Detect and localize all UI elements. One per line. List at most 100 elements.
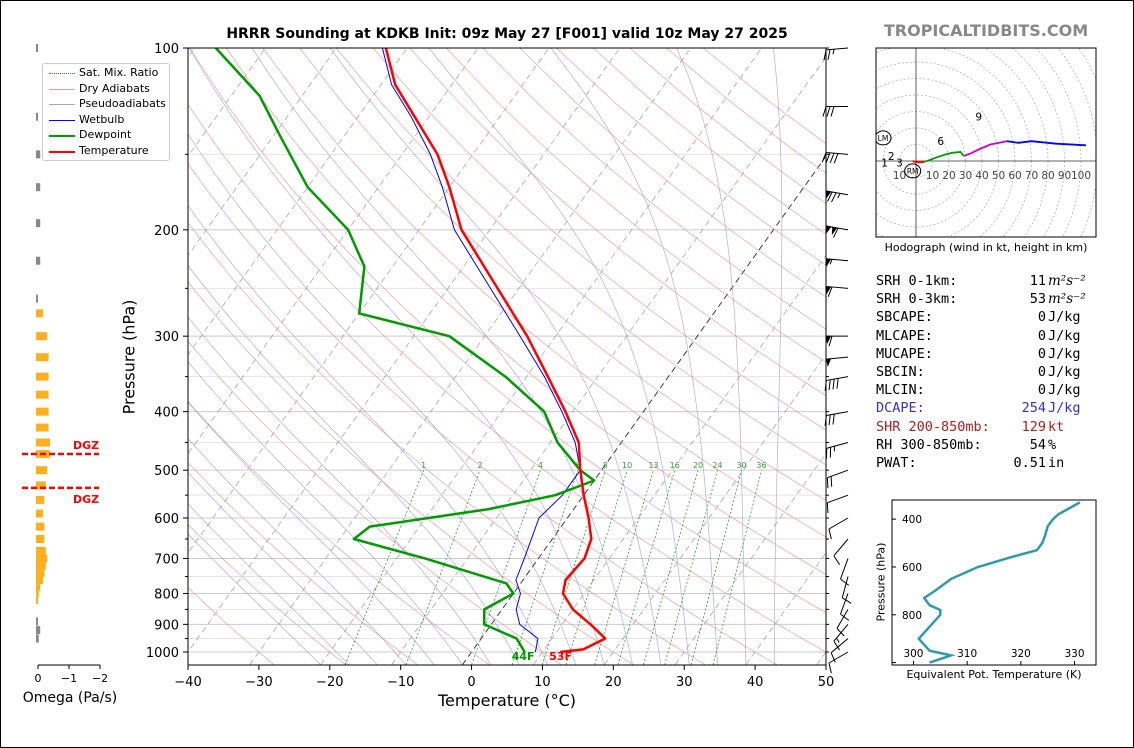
ept-x-tick-label: 320 [1011, 648, 1031, 660]
wind-barb [821, 151, 849, 164]
zero-isotherm [462, 155, 826, 665]
moist-adiabat [329, 48, 662, 665]
omega-bar [36, 423, 49, 432]
barb-full [828, 379, 831, 391]
mixing-ratio-line [471, 470, 541, 665]
stat-label: PWAT: [876, 454, 917, 471]
barb-pennant [826, 258, 832, 267]
omega-bar [36, 294, 38, 303]
isotherm [188, 48, 266, 157]
barb-full [832, 378, 835, 390]
barb-full [828, 528, 832, 540]
stat-row: MUCAPE: 0 J/kg [876, 345, 1106, 363]
barb-full [833, 227, 839, 238]
hodo-height-label: 6 [937, 136, 944, 148]
omega-bar [36, 481, 46, 490]
y-tick-label: 200 [154, 224, 179, 239]
barb-staff [830, 638, 849, 654]
omega-bar [36, 595, 38, 604]
hodo-segment [1006, 140, 1087, 147]
wind-barb [841, 576, 852, 604]
mixing-ratio-line [712, 470, 762, 665]
moist-adiabat [188, 533, 321, 665]
stat-value: 11 [1029, 273, 1046, 289]
barb-full [825, 152, 831, 163]
dgz-label: DGZ [73, 439, 99, 452]
x-tick-label: −30 [245, 675, 272, 690]
barb-staff [841, 576, 849, 598]
mixing-ratio-label: 1 [421, 461, 426, 470]
dry-adiabat [189, 48, 826, 614]
barb-full [827, 191, 833, 202]
barb-full [831, 192, 837, 203]
hodo-frame [875, 47, 1097, 238]
moist-adiabat [773, 48, 783, 665]
wind-barb [840, 593, 850, 621]
mixing-ratio-label: 13 [648, 461, 658, 470]
mixing-ratio-label: 36 [756, 461, 766, 470]
omega-bar [36, 407, 49, 416]
mixing-ratio-line [405, 470, 481, 665]
ept-frame [891, 499, 1097, 666]
x-tick-label: −10 [387, 675, 414, 690]
barb-full [826, 106, 831, 117]
barb-pennant [825, 226, 832, 235]
barb-staff [826, 285, 849, 289]
wind-barb [826, 469, 849, 489]
hodo-segment [963, 140, 1007, 157]
mixing-ratio-label: 20 [693, 461, 703, 470]
stat-label: MUCAPE: [876, 345, 933, 362]
omega-bar [36, 617, 38, 626]
omega-bar [36, 534, 45, 543]
barb-half [836, 637, 840, 643]
chart-title: HRRR Sounding at KDKB Init: 09z May 27 [… [226, 26, 788, 42]
wind-barb [824, 376, 849, 391]
stat-label: SBCAPE: [876, 309, 933, 326]
dry-adiabat [225, 48, 826, 575]
omega-bar [36, 219, 41, 228]
y-tick-label: 600 [154, 512, 179, 527]
wind-barb [822, 106, 848, 117]
isotherm [188, 48, 621, 653]
isotherm [249, 48, 692, 665]
mixing-ratio-label: 2 [477, 461, 482, 470]
stat-label: MLCIN: [876, 382, 925, 399]
y-tick-label: 300 [154, 330, 179, 345]
wind-barb [824, 411, 849, 426]
x-tick-label: 40 [747, 675, 764, 690]
stat-value: 254 [1021, 400, 1046, 417]
stat-row: SRH 0-3km: 53 m²s⁻² [876, 290, 1106, 308]
omega-tick-label: 0 [35, 672, 42, 685]
x-tick-label: 50 [818, 675, 835, 690]
stat-row: MLCIN: 0 J/kg [876, 381, 1106, 399]
barb-staff [826, 442, 849, 449]
dry-adiabat [188, 523, 347, 665]
stat-row: SHR 200-850mb: 129 kt [876, 418, 1106, 436]
barb-full [827, 49, 831, 60]
omega-bar [36, 634, 39, 643]
moist-adiabat [188, 503, 350, 665]
omega-bar [36, 546, 46, 555]
wind-barb [836, 609, 849, 637]
dry-adiabat [482, 48, 826, 330]
ept-x-tick-label: 310 [957, 648, 977, 660]
ept-y-tick-label: 800 [902, 610, 922, 622]
barb-full [830, 652, 836, 663]
dry-adiabat [188, 104, 826, 653]
stat-unit: J/kg [1048, 327, 1081, 344]
barb-full [836, 628, 845, 637]
skewt-frame [187, 47, 827, 666]
stat-label: DCAPE: [876, 400, 925, 417]
ept-x-tick-label: 300 [903, 648, 923, 660]
legend-wetbulb: Wetbulb [79, 112, 125, 126]
barb-full [822, 106, 827, 117]
barb-full [828, 662, 832, 674]
moist-adiabat [188, 471, 378, 665]
mixing-ratio-line [643, 470, 699, 665]
y-tick-label: 700 [154, 552, 179, 567]
y-tick-label: 900 [154, 618, 179, 633]
omega-tick-label: −1 [61, 672, 77, 685]
stat-value: 0.51 [1013, 454, 1046, 471]
dry-adiabat [409, 48, 826, 397]
barb-full [840, 578, 850, 586]
